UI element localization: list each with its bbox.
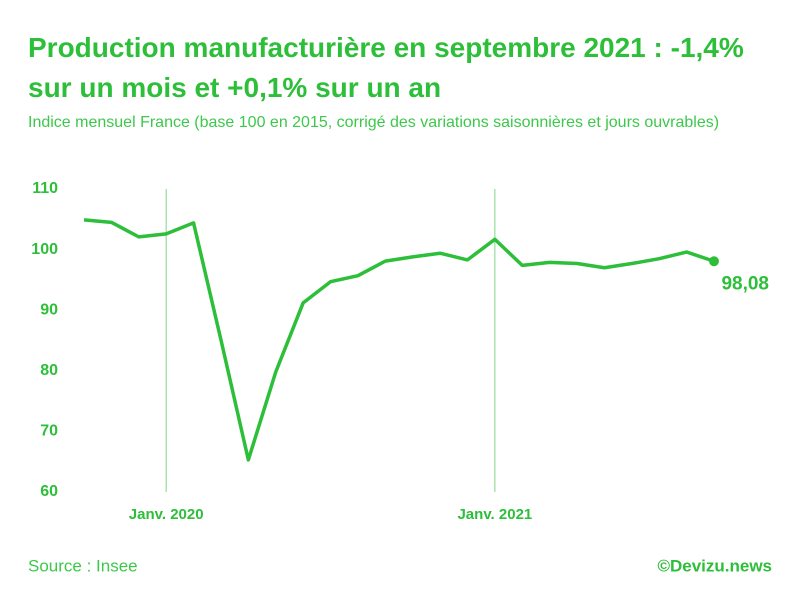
y-tick-label: 100 [31,241,58,258]
end-point [709,256,719,267]
y-tick-label: 70 [40,423,58,440]
data-label: 98,08 [721,273,769,294]
credit: ©Devizu.news [657,556,772,575]
y-tick-label: 90 [40,301,58,318]
y-tick-label: 80 [40,362,58,379]
x-tick-label: Janv. 2020 [129,506,204,523]
chart-subtitle: Indice mensuel France (base 100 en 2015,… [28,114,720,131]
y-tick-label: 60 [40,483,58,500]
source: Source : Insee [28,556,138,575]
x-tick-label: Janv. 2021 [457,506,532,523]
chart-title: Production manufacturière en septembre 2… [28,32,744,103]
y-tick-label: 110 [32,180,58,197]
line [83,218,715,462]
